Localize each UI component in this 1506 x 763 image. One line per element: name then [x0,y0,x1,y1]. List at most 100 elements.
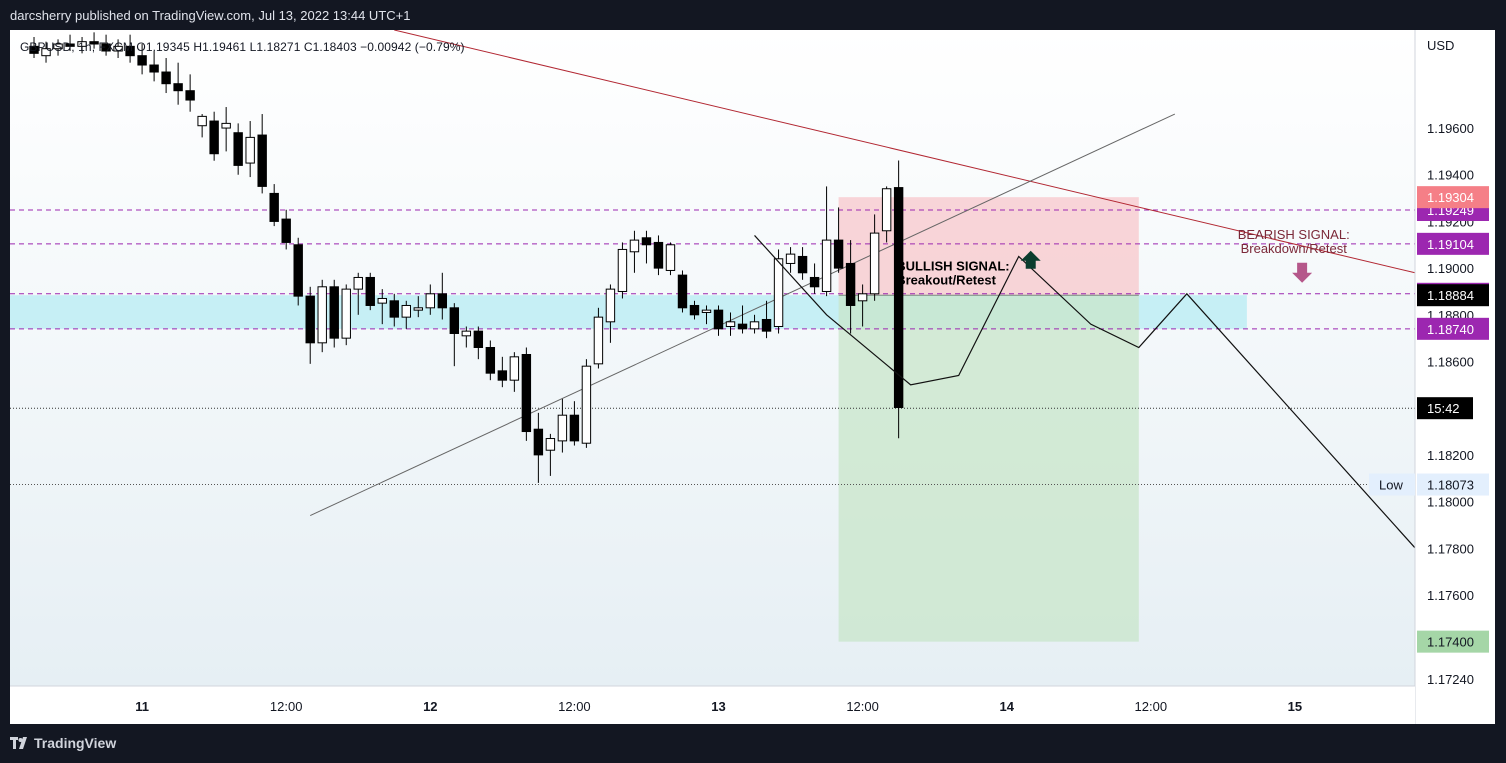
candle[interactable] [737,305,748,334]
descending-trendline[interactable] [394,30,1416,274]
bearish-annotation[interactable]: BEARISH SIGNAL: Breakdown/Retest [1238,227,1350,256]
candle[interactable] [785,247,796,273]
candle[interactable] [77,37,87,54]
candle[interactable] [377,289,387,325]
candle[interactable] [137,44,147,75]
level-price-badge[interactable]: 1.19104 [1417,232,1489,255]
candle[interactable] [893,160,904,439]
candle[interactable] [389,293,399,327]
candle[interactable] [221,107,231,152]
svg-text:1.18073: 1.18073 [1427,478,1474,493]
candle[interactable] [425,284,436,315]
candle[interactable] [281,209,291,250]
candle[interactable] [569,401,580,446]
price-chart[interactable]: BULLISH SIGNAL: Breakout/Retest BEARISH SI… [10,30,1495,724]
candle[interactable] [437,272,448,320]
candle[interactable] [581,359,592,448]
candle[interactable] [233,123,243,175]
bearish-down-arrow[interactable] [1292,262,1313,283]
candle-body [29,45,39,54]
candle[interactable] [761,300,772,339]
candle[interactable] [821,186,832,297]
candle[interactable] [845,240,856,334]
candle[interactable] [401,300,411,329]
low-price-badge[interactable]: 1.18073 [1417,473,1489,496]
candle[interactable] [341,284,351,346]
chart-frame[interactable]: BULLISH SIGNAL: Breakout/Retest BEARISH SI… [10,30,1495,724]
candle[interactable] [365,272,375,311]
candle[interactable] [293,237,303,306]
entry-price-badge[interactable]: 1.18884 [1417,284,1489,307]
candle-body [461,330,472,337]
candle[interactable] [473,326,484,360]
candle[interactable] [257,114,267,194]
candle[interactable] [413,296,423,318]
candle[interactable] [701,305,712,325]
candle[interactable] [125,34,135,63]
candle[interactable] [629,230,640,273]
candle[interactable] [521,347,532,441]
candle[interactable] [197,114,207,138]
candle[interactable] [545,433,556,476]
candle[interactable] [161,58,171,94]
candle[interactable] [485,340,496,381]
candle[interactable] [305,286,315,364]
candle[interactable] [713,305,724,336]
candle[interactable] [833,207,844,273]
candle[interactable] [113,39,123,59]
candle[interactable] [773,249,784,334]
candle[interactable] [725,312,736,336]
y-tick-label: 1.17800 [1427,541,1474,556]
candle[interactable] [173,62,183,105]
candle[interactable] [53,39,63,56]
candle[interactable] [497,356,508,388]
candle[interactable] [665,242,676,276]
candle[interactable] [557,398,568,453]
candle[interactable] [809,263,820,294]
candle[interactable] [617,242,628,299]
x-tick-label: 12:00 [846,699,879,714]
candle-body [785,253,796,264]
candle[interactable] [689,300,700,320]
stop-price-badge[interactable]: 1.19304 [1417,186,1489,209]
y-tick-label: 1.18000 [1427,495,1474,510]
projection-path[interactable] [754,235,1452,589]
candle[interactable] [101,34,111,56]
candle[interactable] [857,284,868,327]
candle[interactable] [869,214,880,301]
candle[interactable] [41,41,51,63]
time-axis[interactable] [10,686,1415,724]
candle[interactable] [269,184,279,227]
price-axis[interactable] [1415,30,1495,724]
candle[interactable] [881,186,892,243]
candle[interactable] [65,34,75,52]
symbol-legend: GBPUSD, 1h, FXCM O1.19345 H1.19461 L1.18… [20,40,465,54]
candle[interactable] [185,74,195,112]
candle[interactable] [677,270,688,313]
candle[interactable] [449,303,460,367]
candle[interactable] [749,314,760,334]
candle[interactable] [641,230,652,264]
y-tick-label: 1.17240 [1427,672,1474,687]
candle[interactable] [797,247,808,280]
tradingview-logo[interactable]: TradingView [10,735,116,751]
candle[interactable] [209,111,219,161]
plot-area[interactable] [10,30,1415,686]
candle[interactable] [653,235,664,276]
candle[interactable] [353,272,363,315]
bullish-annotation[interactable]: BULLISH SIGNAL: Breakout/Retest [896,258,1009,287]
candle[interactable] [329,279,339,348]
candle[interactable] [29,37,39,59]
candle[interactable] [149,51,159,82]
candle[interactable] [509,352,520,392]
candle[interactable] [461,326,472,348]
candle[interactable] [317,279,327,353]
take-profit-zone[interactable] [838,295,1139,642]
level-price-badge[interactable]: 1.18740 [1417,317,1489,340]
candle[interactable] [245,121,255,178]
candle[interactable] [89,32,99,49]
target-price-badge[interactable]: 1.17400 [1417,630,1489,653]
candle[interactable] [605,284,616,343]
candle[interactable] [593,307,604,369]
candle[interactable] [533,412,544,483]
